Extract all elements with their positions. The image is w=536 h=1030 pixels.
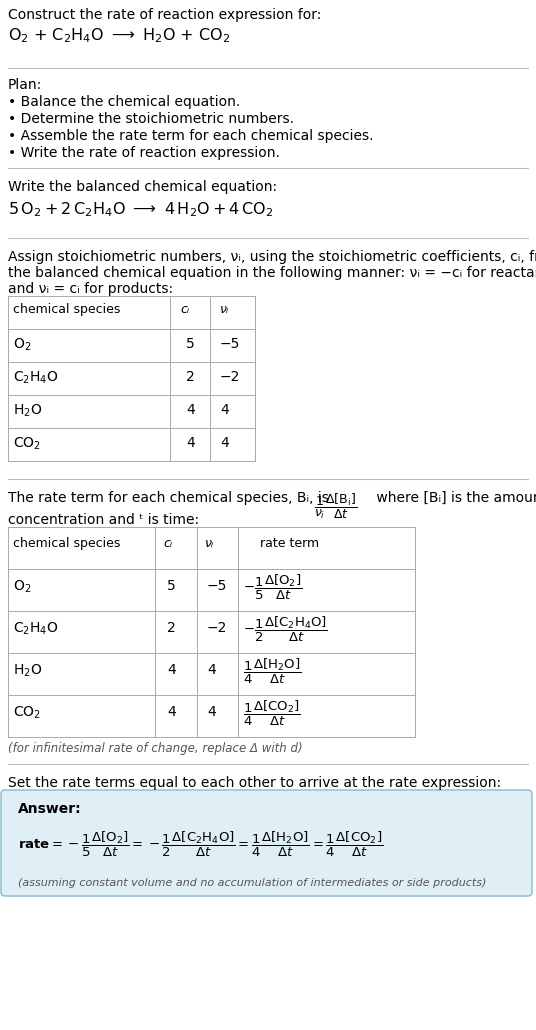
Text: $\dfrac{1}{4}\dfrac{\Delta[\mathrm{CO_2}]}{\Delta t}$: $\dfrac{1}{4}\dfrac{\Delta[\mathrm{CO_2}…: [243, 699, 301, 728]
Text: $\dfrac{1}{4}\dfrac{\Delta[\mathrm{H_2O}]}{\Delta t}$: $\dfrac{1}{4}\dfrac{\Delta[\mathrm{H_2O}…: [243, 657, 301, 686]
Text: 4: 4: [186, 403, 195, 417]
Text: $\mathrm{C_2H_4O}$: $\mathrm{C_2H_4O}$: [13, 621, 58, 638]
Text: 4: 4: [207, 705, 216, 719]
FancyBboxPatch shape: [1, 790, 532, 896]
Text: 2: 2: [167, 621, 176, 636]
Text: $\mathrm{O_2}$: $\mathrm{O_2}$: [13, 337, 31, 353]
Text: rate term: rate term: [260, 537, 319, 550]
Text: $\mathrm{H_2O}$: $\mathrm{H_2O}$: [13, 403, 42, 419]
Text: 5: 5: [167, 579, 176, 593]
Text: chemical species: chemical species: [13, 537, 121, 550]
Text: 2: 2: [186, 370, 195, 384]
Text: 4: 4: [220, 403, 229, 417]
Text: chemical species: chemical species: [13, 303, 121, 316]
Text: Write the balanced chemical equation:: Write the balanced chemical equation:: [8, 180, 277, 194]
Text: The rate term for each chemical species, Bᵢ, is: The rate term for each chemical species,…: [8, 491, 329, 505]
Text: • Determine the stoichiometric numbers.: • Determine the stoichiometric numbers.: [8, 112, 294, 126]
Text: $\mathrm{H_2O}$: $\mathrm{H_2O}$: [13, 663, 42, 680]
Text: −2: −2: [207, 621, 227, 636]
Text: (for infinitesimal rate of change, replace Δ with d): (for infinitesimal rate of change, repla…: [8, 742, 303, 755]
Text: $\mathrm{O_2}$ $+$ $\mathrm{C_2H_4O}$ $\longrightarrow$ $\mathrm{H_2O}$ $+$ $\ma: $\mathrm{O_2}$ $+$ $\mathrm{C_2H_4O}$ $\…: [8, 26, 230, 44]
Text: νᵢ: νᵢ: [220, 303, 229, 316]
Text: cᵢ: cᵢ: [180, 303, 189, 316]
Text: $\mathrm{5\,O_2 + 2\,C_2H_4O}$ $\longrightarrow$ $\mathrm{4\,H_2O + 4\,CO_2}$: $\mathrm{5\,O_2 + 2\,C_2H_4O}$ $\longrig…: [8, 200, 273, 218]
Text: (assuming constant volume and no accumulation of intermediates or side products): (assuming constant volume and no accumul…: [18, 878, 486, 888]
Text: concentration and ᵗ is time:: concentration and ᵗ is time:: [8, 513, 199, 527]
Text: $\mathrm{C_2H_4O}$: $\mathrm{C_2H_4O}$: [13, 370, 58, 386]
Text: • Assemble the rate term for each chemical species.: • Assemble the rate term for each chemic…: [8, 129, 374, 143]
Text: and νᵢ = cᵢ for products:: and νᵢ = cᵢ for products:: [8, 282, 173, 296]
Text: Construct the rate of reaction expression for:: Construct the rate of reaction expressio…: [8, 8, 322, 22]
Text: $\mathrm{CO_2}$: $\mathrm{CO_2}$: [13, 436, 41, 452]
Text: Plan:: Plan:: [8, 78, 42, 92]
Text: • Write the rate of reaction expression.: • Write the rate of reaction expression.: [8, 146, 280, 160]
Text: 4: 4: [167, 705, 176, 719]
Text: νᵢ: νᵢ: [205, 537, 214, 550]
Text: the balanced chemical equation in the following manner: νᵢ = −cᵢ for reactants: the balanced chemical equation in the fo…: [8, 266, 536, 280]
Text: 4: 4: [186, 436, 195, 450]
Text: 5: 5: [186, 337, 195, 351]
Text: cᵢ: cᵢ: [163, 537, 172, 550]
Text: where [Bᵢ] is the amount: where [Bᵢ] is the amount: [372, 491, 536, 505]
Text: $\mathbf{rate} = -\dfrac{1}{5}\dfrac{\Delta[\mathrm{O_2}]}{\Delta t} = -\dfrac{1: $\mathbf{rate} = -\dfrac{1}{5}\dfrac{\De…: [18, 830, 383, 859]
Text: $\mathrm{O_2}$: $\mathrm{O_2}$: [13, 579, 31, 595]
Text: • Balance the chemical equation.: • Balance the chemical equation.: [8, 95, 240, 109]
Text: 4: 4: [207, 663, 216, 677]
Text: $-\dfrac{1}{2}\dfrac{\Delta[\mathrm{C_2H_4O}]}{\Delta t}$: $-\dfrac{1}{2}\dfrac{\Delta[\mathrm{C_2H…: [243, 615, 328, 644]
Text: −5: −5: [207, 579, 227, 593]
Text: Set the rate terms equal to each other to arrive at the rate expression:: Set the rate terms equal to each other t…: [8, 776, 501, 790]
Text: 4: 4: [220, 436, 229, 450]
Text: Answer:: Answer:: [18, 802, 81, 816]
Text: $-\dfrac{1}{5}\dfrac{\Delta[\mathrm{O_2}]}{\Delta t}$: $-\dfrac{1}{5}\dfrac{\Delta[\mathrm{O_2}…: [243, 573, 302, 603]
Text: Assign stoichiometric numbers, νᵢ, using the stoichiometric coefficients, cᵢ, fr: Assign stoichiometric numbers, νᵢ, using…: [8, 250, 536, 264]
Text: $\dfrac{1}{\nu_i}\dfrac{\Delta[\mathrm{B_i}]}{\Delta t}$: $\dfrac{1}{\nu_i}\dfrac{\Delta[\mathrm{B…: [314, 492, 357, 521]
Text: −2: −2: [220, 370, 240, 384]
Text: $\mathrm{CO_2}$: $\mathrm{CO_2}$: [13, 705, 41, 721]
Text: 4: 4: [167, 663, 176, 677]
Text: −5: −5: [220, 337, 240, 351]
